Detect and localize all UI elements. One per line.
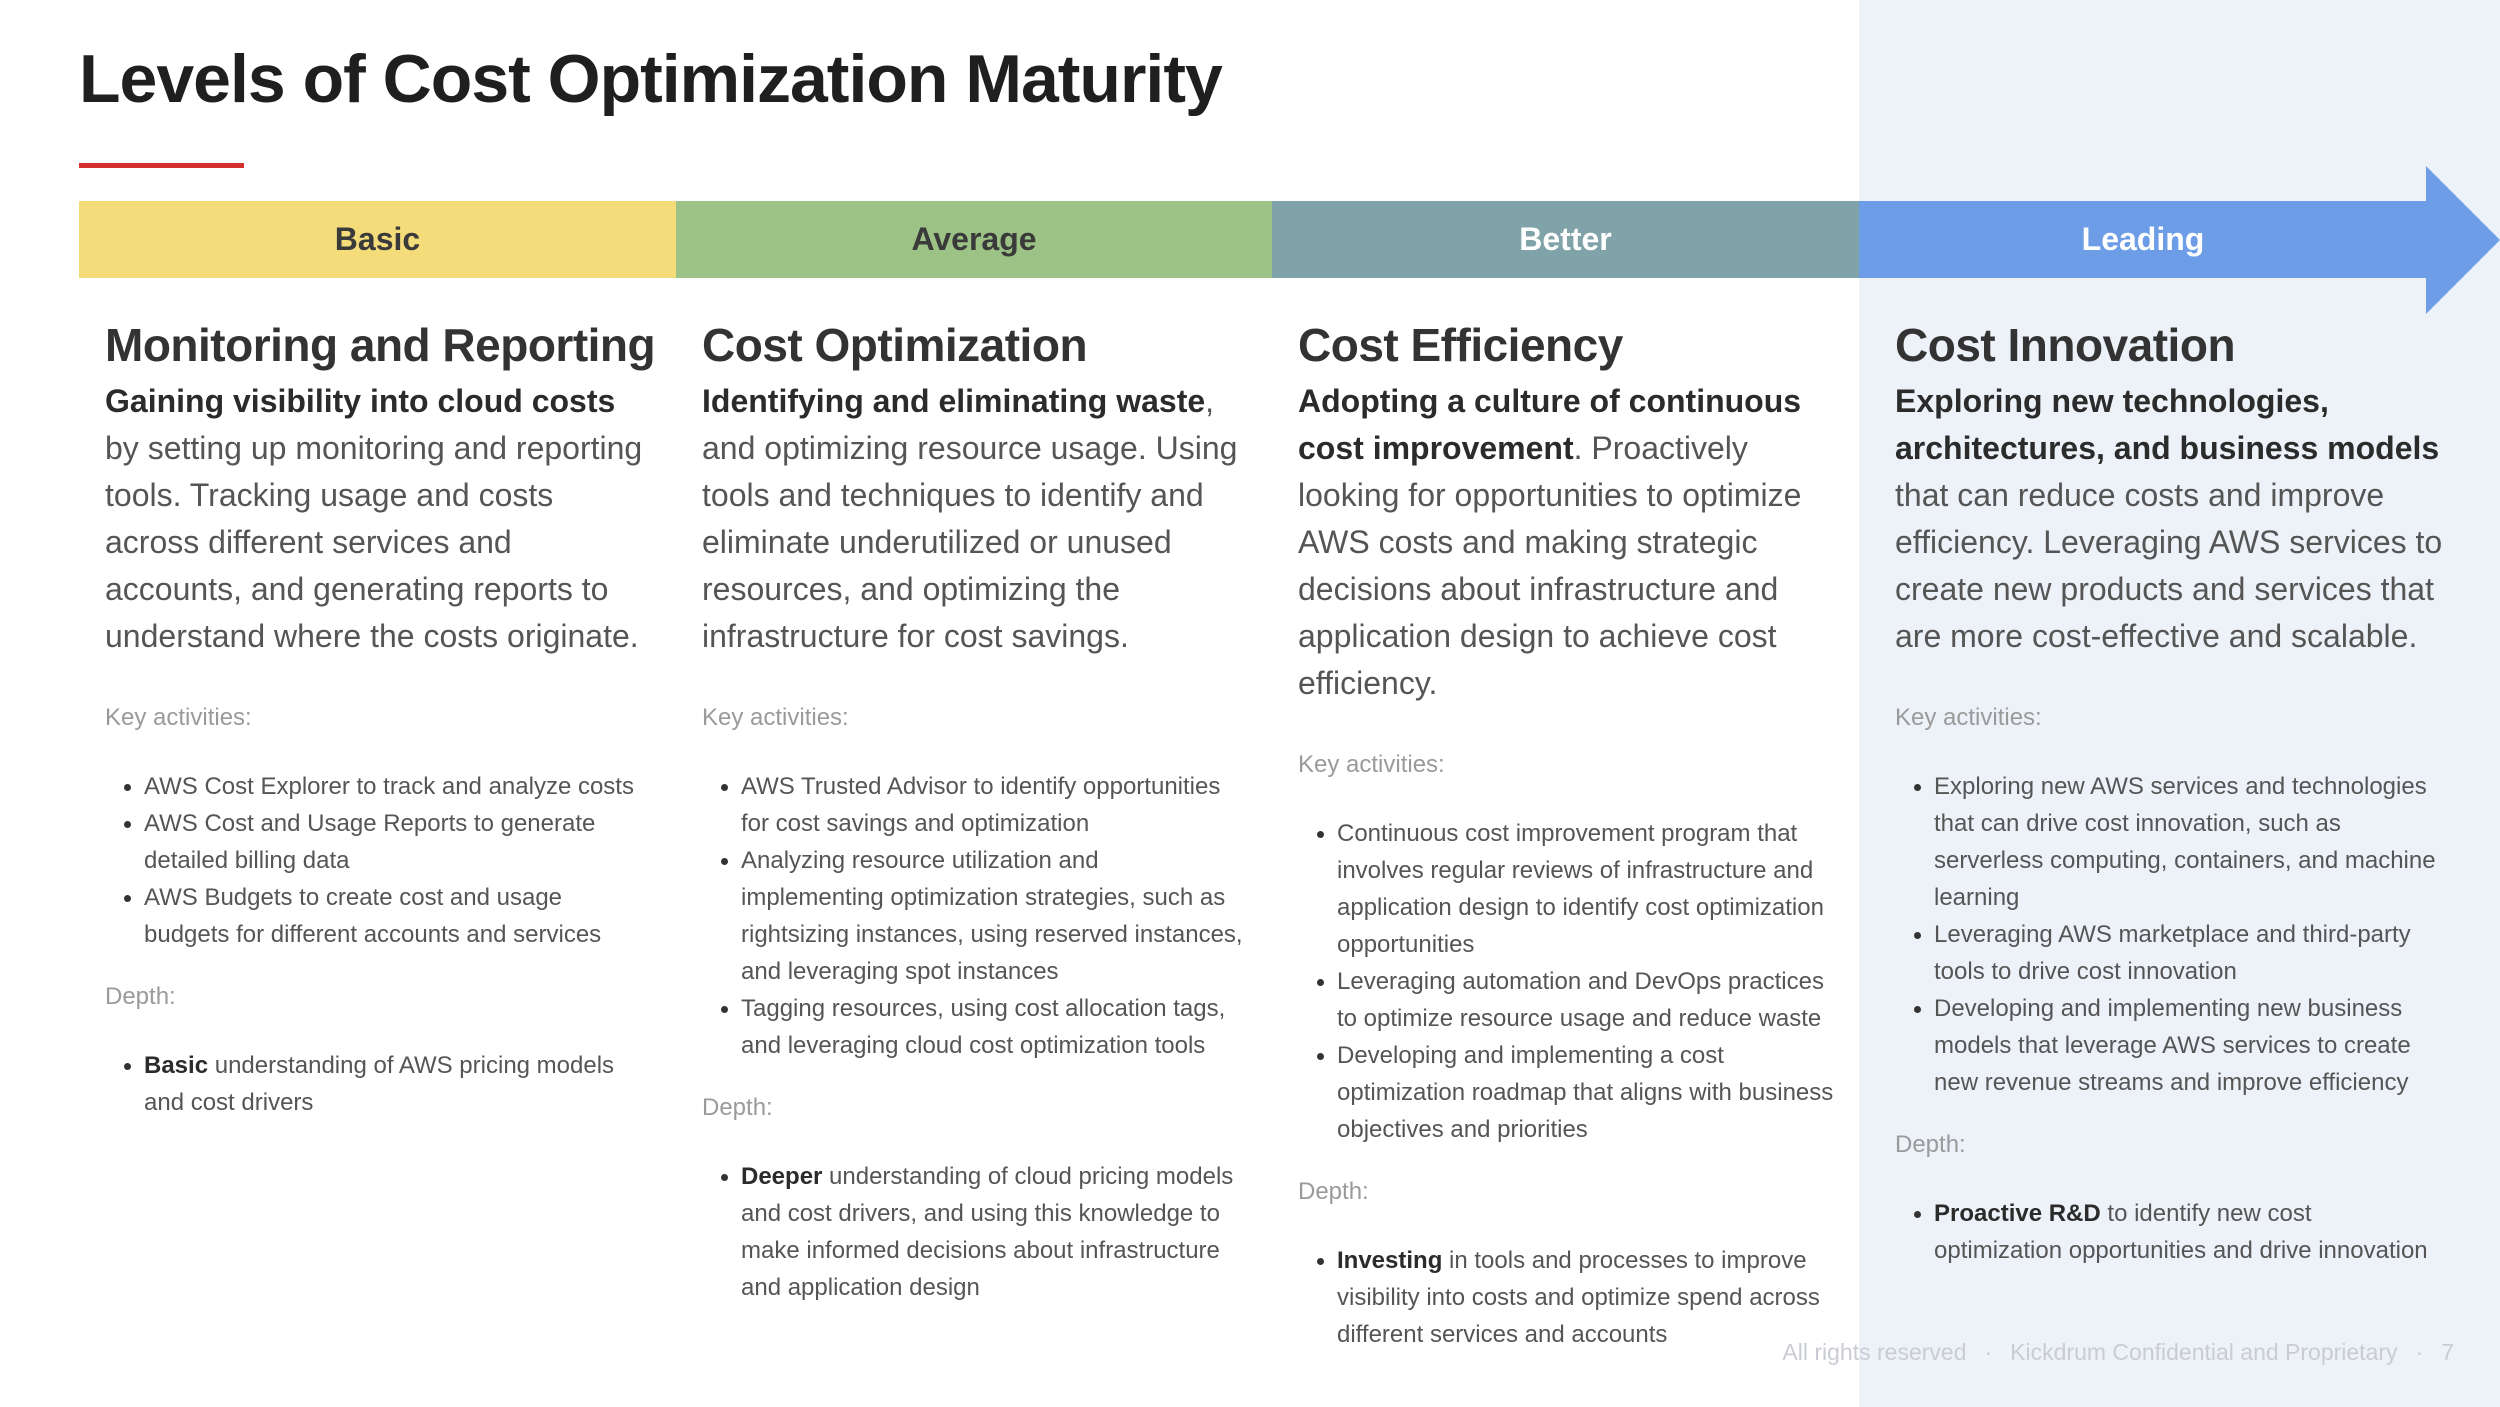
description-text: . Proactively looking for opportunities … [1298,430,1802,701]
list-item: Deeper understanding of cloud pricing mo… [741,1158,1247,1306]
depth-label: Depth: [1298,1178,1369,1205]
key-activities-label: Key activities: [105,704,252,731]
stage-basic: Basic [79,201,676,278]
arrow-head-icon [2426,166,2500,314]
key-activities-list: AWS Cost Explorer to track and analyze c… [105,768,650,953]
footer-confidential: Kickdrum Confidential and Proprietary [2010,1339,2398,1365]
depth-label: Depth: [105,983,176,1010]
depth-list: Proactive R&D to identify new cost optim… [1895,1195,2445,1269]
list-item: AWS Trusted Advisor to identify opportun… [741,768,1247,842]
depth-list: Basic understanding of AWS pricing model… [105,1047,650,1121]
description-emphasis: Adopting a culture of continuous cost im… [1298,383,1802,466]
depth-emphasis: Deeper [741,1163,823,1190]
description-text: by setting up monitoring and reporting t… [105,430,643,654]
list-item: Exploring new AWS services and technolog… [1934,768,2445,916]
list-item: Continuous cost improvement program that… [1337,815,1848,963]
list-item: Developing and implementing a cost optim… [1337,1037,1848,1148]
column-heading: Cost Optimization [702,319,1088,371]
key-activities-list: Exploring new AWS services and technolog… [1895,768,2445,1101]
depth-label: Depth: [702,1094,773,1121]
stage-better: Better [1272,201,1859,278]
stage-basic-label: Basic [334,221,421,257]
depth-text: understanding of cloud pricing models an… [741,1163,1234,1301]
list-item: AWS Cost and Usage Reports to generate d… [144,805,650,879]
list-item: AWS Budgets to create cost and usage bud… [144,879,650,953]
page-number: 7 [2441,1339,2454,1365]
footer-separator: · [2415,1339,2424,1365]
depth-label: Depth: [1895,1131,1966,1158]
title-underline [79,163,244,168]
column-description: Identifying and eliminating waste, and o… [702,378,1247,660]
footer-rights: All rights reserved [1782,1339,1967,1365]
stage-average-label: Average [911,221,1037,257]
description-emphasis: Gaining visibility into cloud costs [105,383,616,419]
column-description: Gaining visibility into cloud costs by s… [105,378,650,660]
description-emphasis: Exploring new technologies, architecture… [1895,383,2440,466]
depth-list: Deeper understanding of cloud pricing mo… [702,1158,1247,1306]
description-emphasis: Identifying and eliminating waste [702,383,1206,419]
key-activities-label: Key activities: [1298,751,1445,778]
depth-emphasis: Basic [144,1052,209,1079]
column-leading: Cost Innovation Exploring new technologi… [1895,318,2445,1269]
list-item: AWS Cost Explorer to track and analyze c… [144,768,650,805]
stage-better-label: Better [1519,221,1612,257]
footer-separator: · [1984,1339,1993,1365]
stage-leading: Leading [1859,201,2427,278]
key-activities-list: Continuous cost improvement program that… [1298,815,1848,1148]
list-item: Leveraging AWS marketplace and third-par… [1934,916,2445,990]
column-better: Cost Efficiency Adopting a culture of co… [1298,318,1848,1353]
depth-list: Investing in tools and processes to impr… [1298,1242,1848,1353]
description-text: , and optimizing resource usage. Using t… [702,383,1238,654]
depth-text: to identify new cost optimization opport… [1934,1200,2428,1264]
column-heading: Monitoring and Reporting [105,319,656,371]
depth-text: in tools and processes to improve visibi… [1337,1247,1820,1348]
column-average: Cost Optimization Identifying and elimin… [702,318,1247,1306]
description-text: that can reduce costs and improve effici… [1895,477,2443,654]
stage-leading-label: Leading [2081,221,2205,257]
list-item: Investing in tools and processes to impr… [1337,1242,1848,1353]
list-item: Analyzing resource utilization and imple… [741,842,1247,990]
column-basic: Monitoring and Reporting Gaining visibil… [105,318,656,1121]
column-description: Exploring new technologies, architecture… [1895,378,2445,660]
list-item: Leveraging automation and DevOps practic… [1337,963,1848,1037]
page-title: Levels of Cost Optimization Maturity [79,41,1223,117]
list-item: Proactive R&D to identify new cost optim… [1934,1195,2445,1269]
list-item: Tagging resources, using cost allocation… [741,990,1247,1064]
depth-text: understanding of AWS pricing models and … [144,1052,615,1116]
footer: All rights reserved · Kickdrum Confidentia… [1782,1339,2454,1366]
depth-emphasis: Investing [1337,1247,1443,1274]
key-activities-label: Key activities: [1895,704,2042,731]
column-heading: Cost Efficiency [1298,319,1623,371]
column-description: Adopting a culture of continuous cost im… [1298,378,1848,707]
depth-emphasis: Proactive R&D [1934,1200,2101,1227]
list-item: Developing and implementing new business… [1934,990,2445,1101]
key-activities-label: Key activities: [702,704,849,731]
key-activities-list: AWS Trusted Advisor to identify opportun… [702,768,1247,1064]
list-item: Basic understanding of AWS pricing model… [144,1047,650,1121]
column-heading: Cost Innovation [1895,319,2236,371]
stage-average: Average [676,201,1272,278]
